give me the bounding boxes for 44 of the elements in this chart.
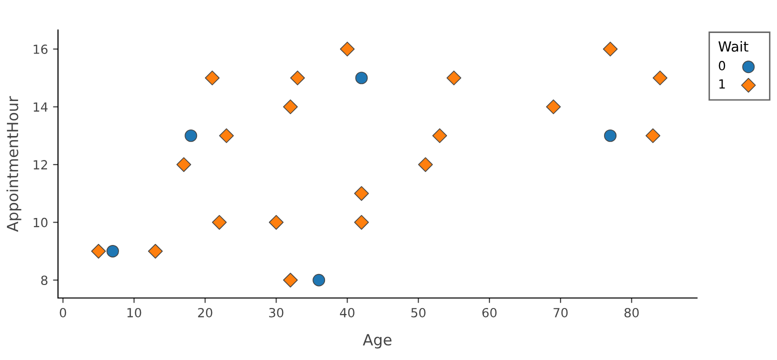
point — [106, 244, 119, 258]
point — [148, 244, 163, 259]
point — [176, 157, 192, 172]
point — [418, 157, 433, 172]
point — [354, 214, 369, 230]
y-axis-title: AppointmentHour — [6, 96, 22, 232]
point — [283, 99, 298, 114]
point — [432, 128, 448, 144]
y-tick-label: 14 — [34, 102, 48, 112]
y-tick-label: 8 — [41, 276, 48, 286]
x-tick-label: 30 — [269, 308, 284, 318]
x-tick-label: 20 — [198, 308, 212, 318]
point — [212, 214, 227, 230]
legend-label: 0 — [718, 60, 726, 70]
x-tick-label: 10 — [127, 308, 142, 318]
point — [354, 186, 369, 201]
point — [340, 42, 355, 56]
legend-label: 1 — [719, 79, 725, 89]
point — [604, 129, 617, 142]
point — [546, 99, 561, 114]
x-tick-label: 50 — [411, 308, 426, 318]
point — [312, 274, 326, 286]
point — [283, 272, 298, 288]
point — [652, 70, 668, 86]
point — [446, 70, 462, 86]
legend-title: Wait — [718, 41, 748, 52]
point — [355, 72, 368, 84]
point — [204, 70, 220, 86]
x-tick-label: 0 — [60, 308, 66, 318]
y-tick-label: 12 — [34, 160, 48, 170]
x-tick-label: 80 — [624, 308, 639, 318]
x-tick-label: 70 — [554, 308, 568, 318]
point — [184, 129, 198, 142]
point — [646, 128, 660, 144]
point — [290, 70, 305, 86]
y-tick-label: 10 — [34, 218, 48, 228]
point — [602, 42, 618, 56]
x-axis-title: Age — [362, 334, 392, 348]
x-tick-label: 40 — [340, 308, 354, 318]
point — [219, 128, 234, 144]
point — [268, 214, 284, 230]
x-tick-label: 60 — [482, 308, 497, 318]
y-tick-label: 16 — [34, 44, 48, 54]
point — [91, 244, 106, 259]
